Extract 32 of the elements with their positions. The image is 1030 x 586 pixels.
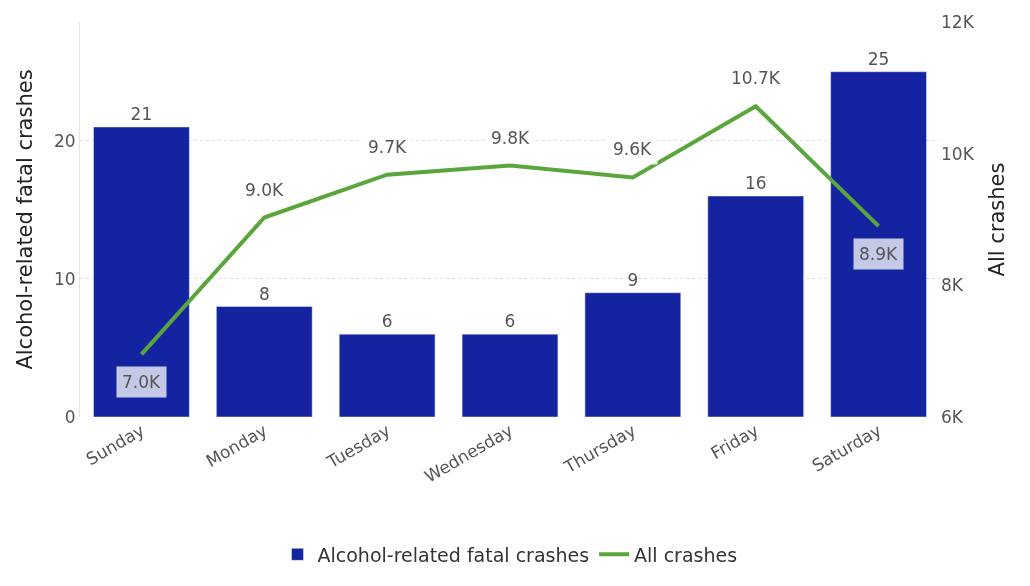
data-label: 6 [504,311,516,332]
y-tick-label: 20 [53,130,76,151]
data-label: 8 [258,283,270,304]
data-label: 6 [381,311,393,332]
data-label: 9.8K [491,128,531,148]
data-label: 7.0K [122,372,162,392]
bar [216,306,313,417]
y-tick-label: 0 [64,406,76,427]
bar [461,333,559,417]
bar [338,333,436,417]
bar [707,195,804,417]
data-label: 25 [867,48,890,69]
bar [584,292,682,417]
y2-tick-label: 8K [941,275,964,296]
y-axis-title: Alcohol-related fatal crashes [13,69,38,370]
data-label: 9 [627,269,639,290]
y-tick-label: 10 [53,268,76,289]
legend-label: All crashes [634,543,738,566]
legend-label: Alcohol-related fatal crashes [317,543,590,566]
data-label: 8.9K [859,244,899,264]
y2-tick-label: 6K [941,406,964,427]
bar [830,71,927,417]
data-label: 21 [130,103,153,124]
data-label: 16 [744,173,767,194]
data-label: 10.7K [731,68,781,88]
bar [93,126,190,417]
y2-tick-label: 12K [941,11,975,32]
y2-tick-label: 10K [941,143,975,164]
data-label: 9.7K [368,137,408,157]
data-label: 9.0K [245,180,285,200]
data-label: 9.6K [613,139,653,159]
y2-axis-title: All crashes [984,162,1009,277]
